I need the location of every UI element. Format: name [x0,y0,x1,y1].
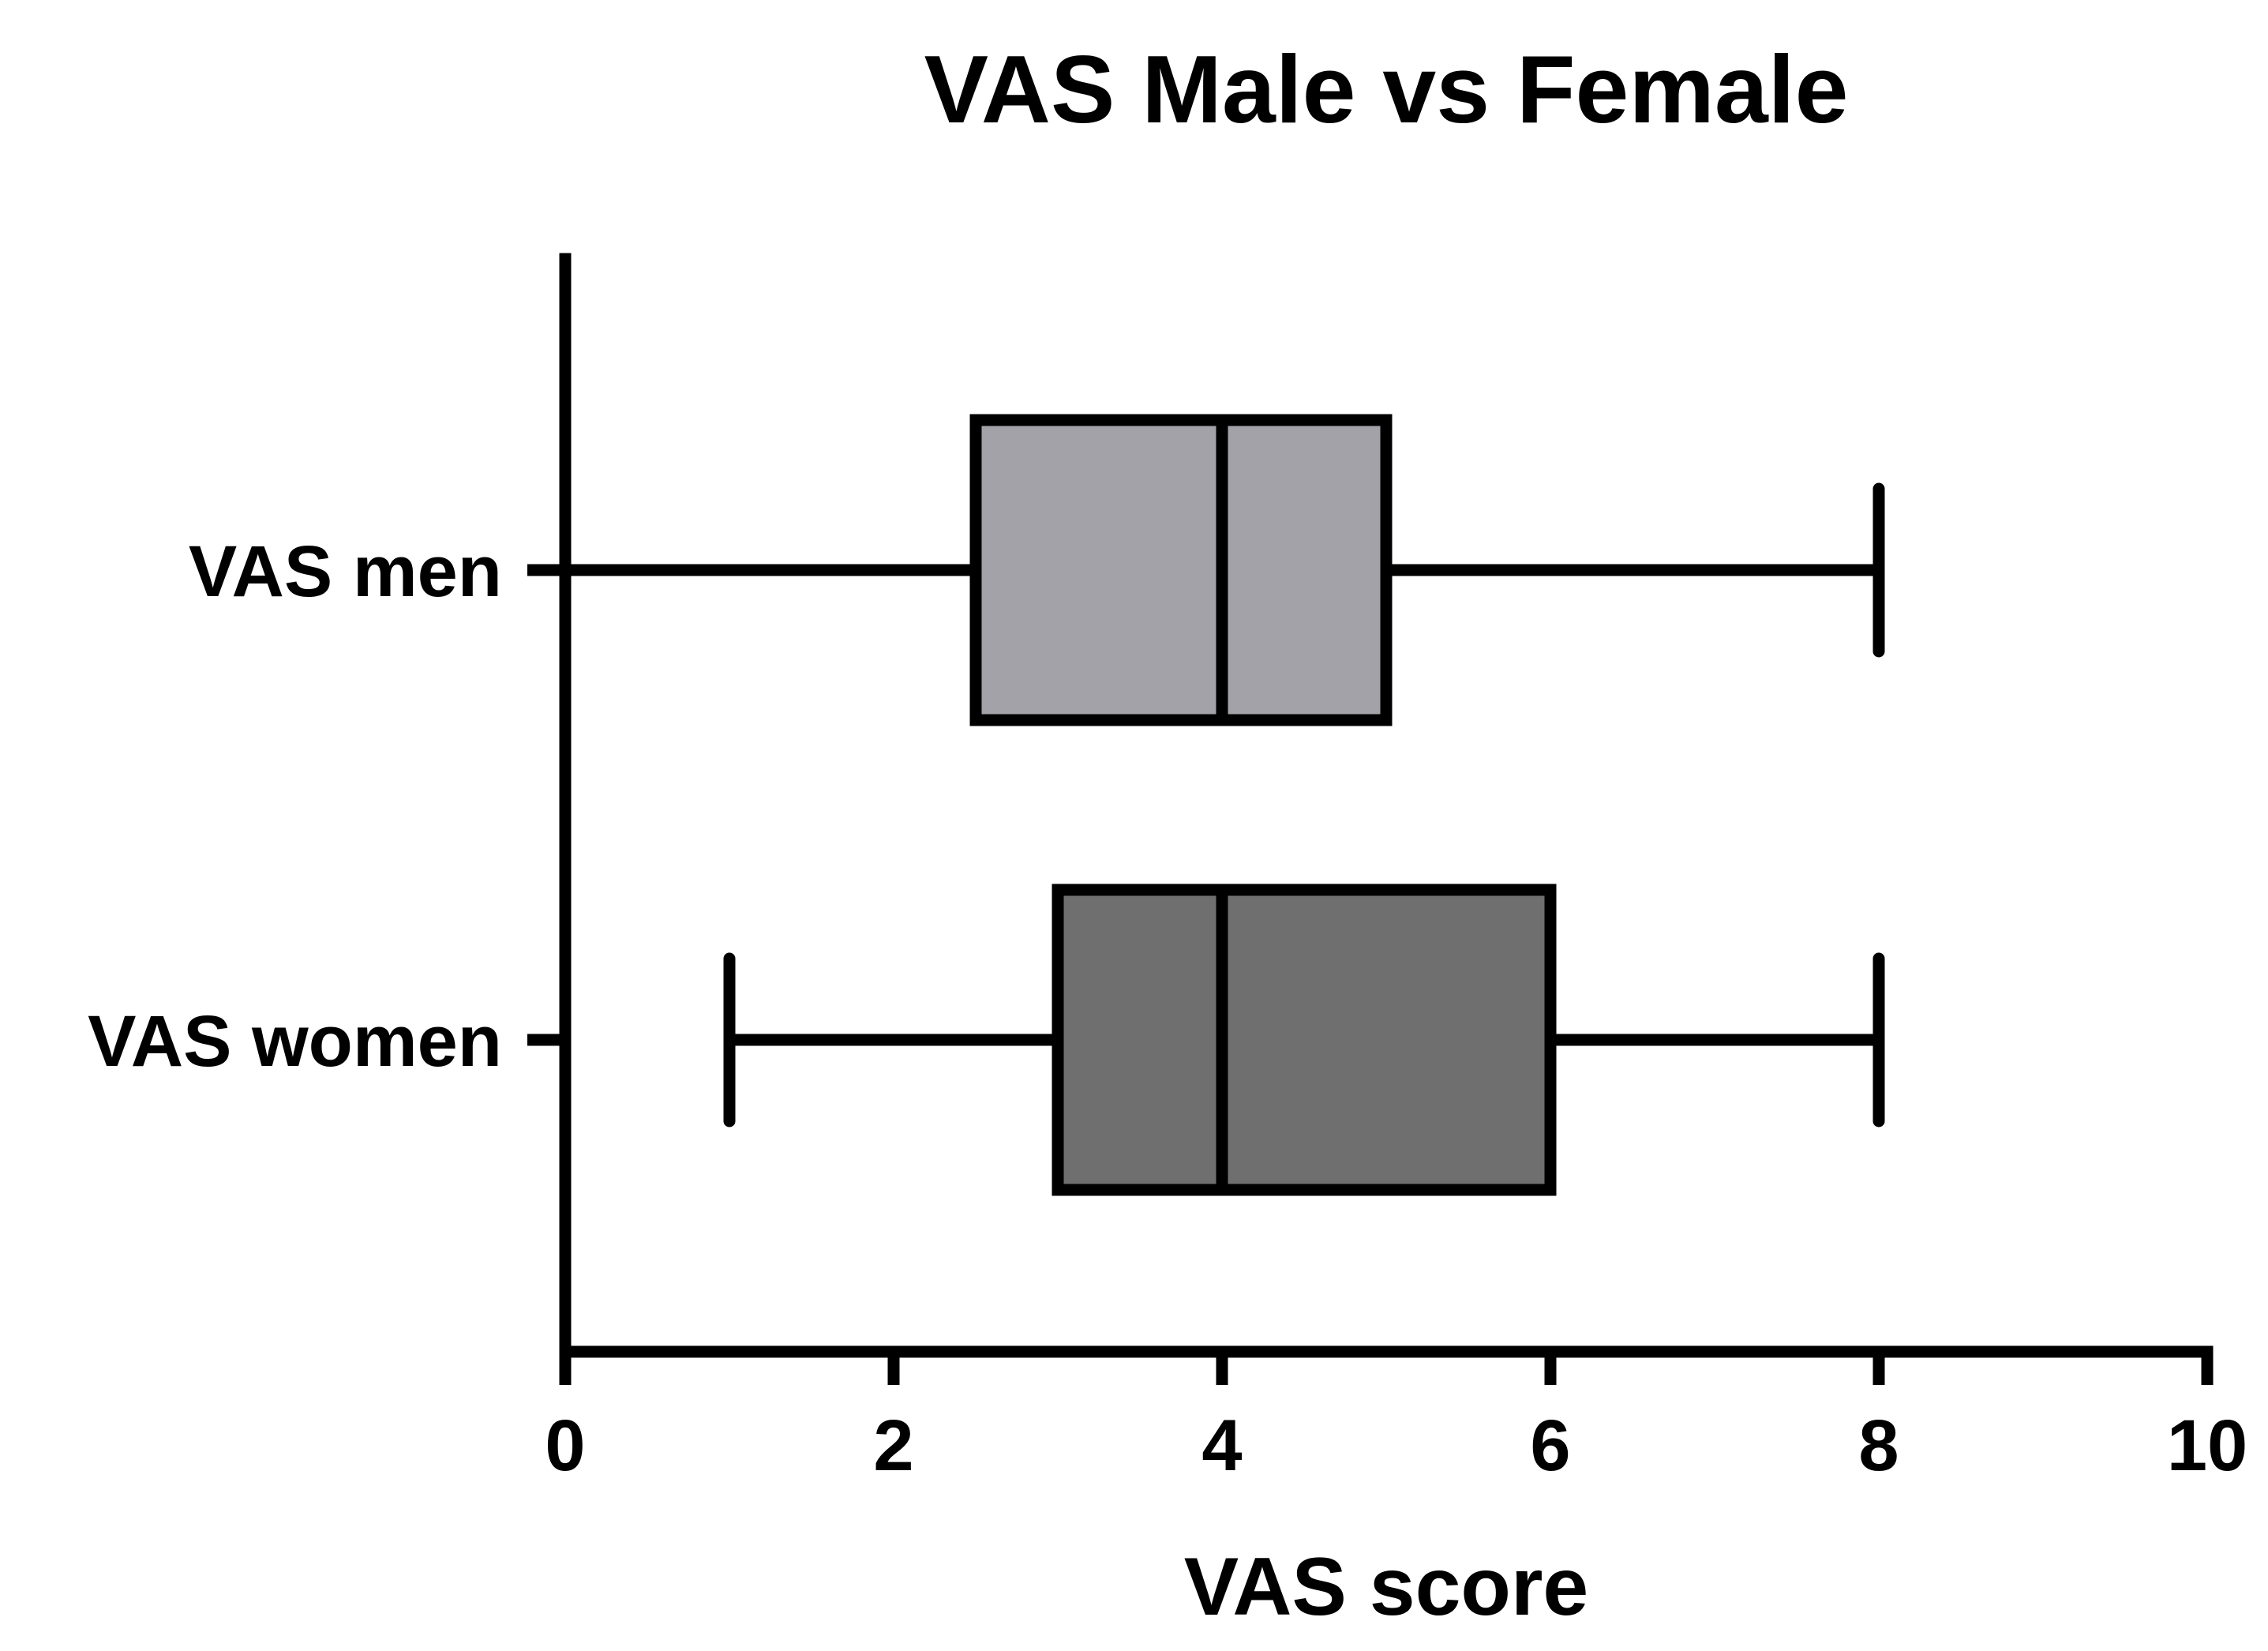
plot-area: 0 2 4 6 8 10 VAS men VAS women [88,253,2247,1486]
box-iqr [1052,884,1557,1196]
x-tick-label: 8 [1858,1405,1899,1486]
x-tick-label: 0 [545,1405,585,1486]
x-tick-label: 4 [1201,1405,1242,1486]
x-axis-title: VAS score [1184,1541,1589,1633]
x-tick-label: 2 [873,1405,913,1486]
chart-title: VAS Male vs Female [924,36,1849,143]
box-iqr [969,414,1393,726]
x-tick-label: 10 [2167,1405,2247,1486]
category-label: VAS women [88,1001,502,1082]
x-tick-label: 6 [1530,1405,1570,1486]
category-label: VAS men [189,531,502,612]
